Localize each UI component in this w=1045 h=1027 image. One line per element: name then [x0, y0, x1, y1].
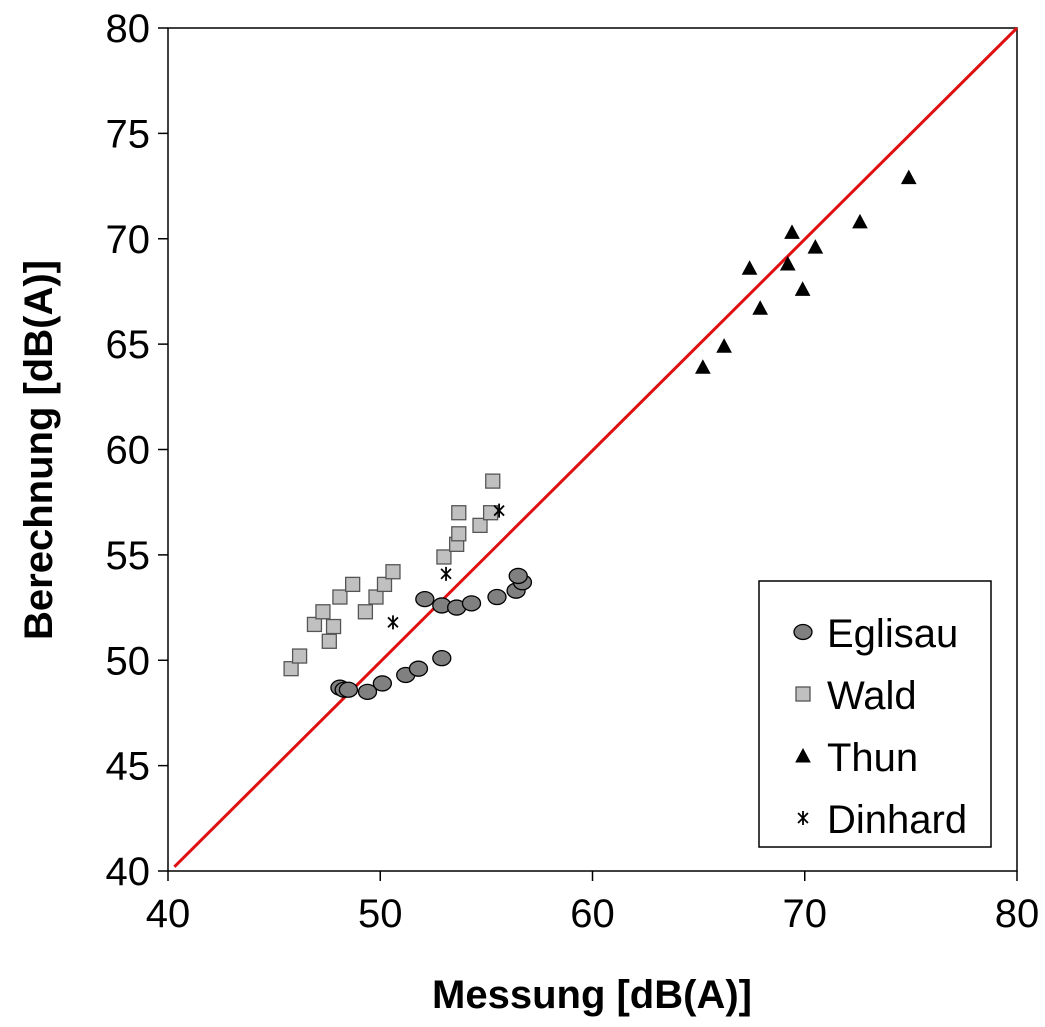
point-wald [321, 633, 337, 649]
point-wald [283, 661, 299, 677]
point-eglisau [508, 567, 528, 585]
point-thun [752, 300, 769, 315]
legend-marker-eglisau [793, 623, 813, 641]
point-thun [784, 224, 800, 239]
x-tick-label: 40 [146, 892, 191, 936]
point-wald [315, 604, 331, 620]
legend-label-wald: Wald [827, 674, 917, 718]
point-wald [485, 473, 501, 489]
point-wald [376, 576, 393, 593]
point-eglisau [432, 649, 452, 667]
legend-label-eglisau: Eglisau [827, 612, 958, 656]
reference-line-layer [173, 26, 1019, 868]
y-tick-label: 45 [106, 745, 151, 789]
legend-label-thun: Thun [827, 736, 918, 780]
legend-marker-dinhard [797, 811, 809, 825]
point-eglisau [415, 590, 435, 608]
data-points-layer [283, 169, 917, 701]
point-dinhard [387, 615, 399, 630]
point-eglisau [357, 683, 378, 701]
point-wald [385, 564, 401, 580]
y-tick-label: 80 [106, 7, 151, 51]
reference-line [173, 26, 1019, 868]
point-wald [332, 589, 348, 605]
legend-items: Eglisau Wald Thun Dinhard [793, 612, 967, 842]
point-dinhard [493, 503, 505, 518]
y-tick-label: 65 [106, 323, 151, 367]
point-wald [451, 526, 467, 542]
point-thun [852, 213, 868, 229]
y-tick-label: 60 [106, 429, 151, 473]
legend: Eglisau Wald Thun Dinhard [758, 580, 992, 848]
point-thun [695, 359, 711, 374]
series-dinhard [387, 503, 505, 630]
point-thun [794, 281, 811, 296]
point-wald [436, 549, 452, 565]
point-thun [716, 338, 732, 353]
point-wald [291, 648, 308, 664]
x-axis-ticks: 40 50 60 70 80 [146, 871, 1040, 936]
point-wald [472, 517, 488, 534]
point-thun [779, 255, 796, 271]
legend-marker-thun [795, 747, 811, 763]
series-eglisau [330, 567, 533, 701]
series-wald [283, 473, 501, 677]
x-tick-label: 60 [570, 892, 615, 936]
series-thun [695, 169, 917, 374]
point-eglisau [461, 595, 482, 612]
point-wald [306, 616, 323, 633]
point-thun [807, 239, 824, 254]
y-tick-label: 55 [106, 534, 151, 578]
y-tick-label: 50 [106, 639, 151, 683]
y-tick-label: 40 [106, 850, 151, 894]
x-tick-label: 70 [783, 892, 828, 936]
point-wald [345, 576, 361, 593]
point-wald [325, 618, 342, 635]
point-eglisau [408, 660, 429, 677]
point-wald [451, 505, 467, 521]
point-wald [357, 604, 374, 620]
legend-marker-wald [795, 686, 811, 702]
x-tick-label: 50 [358, 892, 403, 936]
y-axis-title: Berechnung [dB(A)] [17, 260, 61, 640]
y-axis-ticks: 40 45 50 55 60 65 70 75 80 [106, 7, 168, 894]
point-thun [741, 260, 758, 275]
point-thun [900, 169, 917, 185]
legend-label-dinhard: Dinhard [827, 798, 967, 842]
point-wald [368, 589, 384, 605]
y-tick-label: 70 [106, 218, 151, 262]
point-dinhard [440, 566, 452, 581]
point-eglisau [372, 675, 393, 692]
point-eglisau [487, 588, 507, 606]
x-tick-label: 80 [995, 892, 1040, 936]
y-tick-label: 75 [106, 112, 151, 156]
x-axis-title: Messung [dB(A)] [432, 973, 752, 1017]
point-eglisau [338, 681, 359, 698]
